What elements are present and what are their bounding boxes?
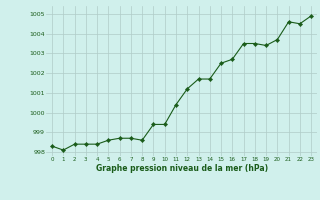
X-axis label: Graphe pression niveau de la mer (hPa): Graphe pression niveau de la mer (hPa) [96, 164, 268, 173]
